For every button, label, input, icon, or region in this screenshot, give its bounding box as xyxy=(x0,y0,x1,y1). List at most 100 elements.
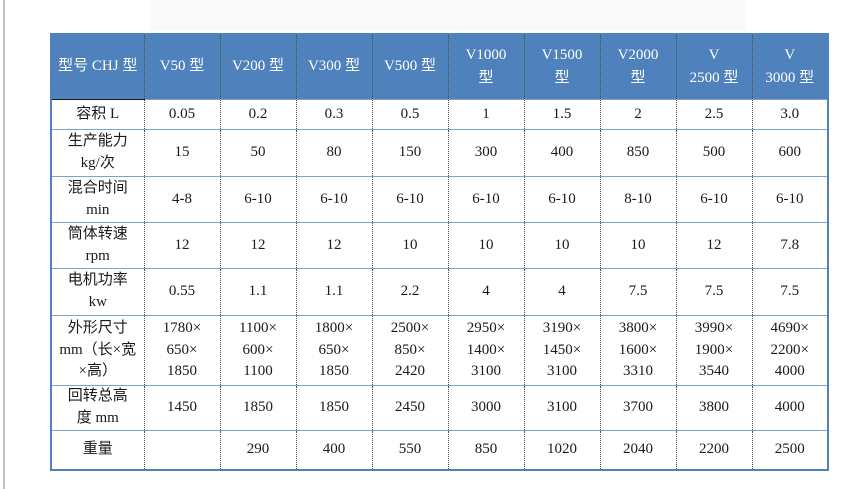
spec-cell: 2.2 xyxy=(371,268,448,316)
page-edge-line xyxy=(3,0,5,489)
row-label: 回转总高 度 mm xyxy=(51,385,144,431)
spec-cell: 6-10 xyxy=(523,176,600,223)
table-row: 外形尺寸 mm（长×宽 ×高） 1780× 650× 1850 1100× 600×… xyxy=(51,315,828,386)
spec-cell: 3700 xyxy=(599,385,676,431)
spec-cell: 7.8 xyxy=(751,222,828,269)
spec-cell: 4 xyxy=(523,268,600,316)
spec-cell: 2200 xyxy=(675,430,752,470)
table-row: 容积 L 0.05 0.2 0.3 0.5 1 1.5 2 2.5 3.0 xyxy=(51,99,828,130)
row-label: 筒体转速 rpm xyxy=(51,222,144,269)
spec-cell: 0.05 xyxy=(143,99,220,130)
spec-cell: 6-10 xyxy=(219,176,296,223)
spec-cell: 850 xyxy=(447,430,524,470)
column-header: V 2500 型 xyxy=(675,34,752,100)
spec-cell: 2450 xyxy=(371,385,448,431)
spec-cell: 400 xyxy=(295,430,372,470)
spec-cell: 7.5 xyxy=(599,268,676,316)
spec-cell: 1.1 xyxy=(295,268,372,316)
spec-cell: 150 xyxy=(371,129,448,177)
spec-cell: 12 xyxy=(295,222,372,269)
spec-cell: 4 xyxy=(447,268,524,316)
spec-cell: 6-10 xyxy=(447,176,524,223)
spec-cell: 1780× 650× 1850 xyxy=(143,315,220,386)
table-row: 电机功率 kw 0.55 1.1 1.1 2.2 4 4 7.5 7.5 7.5 xyxy=(51,268,828,316)
spec-cell: 1020 xyxy=(523,430,600,470)
table-row: 重量 290 400 550 850 1020 2040 2200 2500 xyxy=(51,430,828,470)
table-row: 回转总高 度 mm 1450 1850 1850 2450 3000 3100 3700 380… xyxy=(51,385,828,431)
row-label: 混合时间 min xyxy=(51,176,144,223)
spec-cell: 0.2 xyxy=(219,99,296,130)
spec-cell: 12 xyxy=(219,222,296,269)
spec-cell: 3.0 xyxy=(751,99,828,130)
spec-cell: 10 xyxy=(523,222,600,269)
spec-cell: 1.5 xyxy=(523,99,600,130)
spec-cell: 10 xyxy=(447,222,524,269)
spec-cell: 7.5 xyxy=(675,268,752,316)
spec-cell: 1850 xyxy=(295,385,372,431)
spec-cell: 290 xyxy=(219,430,296,470)
header-row: 型号 CHJ 型 V50 型 V200 型 V300 型 V500 型 V1000 型 V1… xyxy=(51,34,828,100)
spec-cell: 3100 xyxy=(523,385,600,431)
spec-cell: 50 xyxy=(219,129,296,177)
spec-cell: 3190× 1450× 3100 xyxy=(523,315,600,386)
spec-cell xyxy=(143,430,220,470)
spec-cell: 1100× 600× 1100 xyxy=(219,315,296,386)
row-label: 容积 L xyxy=(51,99,144,130)
spec-cell: 10 xyxy=(371,222,448,269)
spec-cell: 6-10 xyxy=(751,176,828,223)
spec-cell: 1450 xyxy=(143,385,220,431)
spec-cell: 6-10 xyxy=(675,176,752,223)
spec-cell: 12 xyxy=(143,222,220,269)
spec-cell: 2040 xyxy=(599,430,676,470)
spec-cell: 1850 xyxy=(219,385,296,431)
top-background-strip xyxy=(150,0,746,31)
table-row: 混合时间 min 4-8 6-10 6-10 6-10 6-10 6-10 8-10 6-10 6… xyxy=(51,176,828,223)
column-header: V200 型 xyxy=(219,34,296,100)
table-row: 生产能力 kg/次 15 50 80 150 300 400 850 500 600 xyxy=(51,129,828,177)
spec-cell: 4-8 xyxy=(143,176,220,223)
spec-cell: 3800 xyxy=(675,385,752,431)
spec-cell: 10 xyxy=(599,222,676,269)
column-header: V50 型 xyxy=(143,34,220,100)
spec-cell: 500 xyxy=(675,129,752,177)
table-row: 筒体转速 rpm 12 12 12 10 10 10 10 12 7.8 xyxy=(51,222,828,269)
spec-cell: 1 xyxy=(447,99,524,130)
column-header: V300 型 xyxy=(295,34,372,100)
spec-cell: 1800× 650× 1850 xyxy=(295,315,372,386)
spec-cell: 550 xyxy=(371,430,448,470)
spec-cell: 1.1 xyxy=(219,268,296,316)
spec-cell: 4690× 2200× 4000 xyxy=(751,315,828,386)
column-header: V500 型 xyxy=(371,34,448,100)
spec-table: 型号 CHJ 型 V50 型 V200 型 V300 型 V500 型 V1000 型 V1… xyxy=(50,33,829,471)
spec-cell: 2950× 1400× 3100 xyxy=(447,315,524,386)
spec-cell: 0.3 xyxy=(295,99,372,130)
spec-cell: 400 xyxy=(523,129,600,177)
spec-cell: 15 xyxy=(143,129,220,177)
spec-cell: 7.5 xyxy=(751,268,828,316)
row-label: 生产能力 kg/次 xyxy=(51,129,144,177)
spec-cell: 6-10 xyxy=(295,176,372,223)
spec-cell: 0.55 xyxy=(143,268,220,316)
spec-cell: 2 xyxy=(599,99,676,130)
spec-cell: 12 xyxy=(675,222,752,269)
spec-cell: 8-10 xyxy=(599,176,676,223)
spec-cell: 4000 xyxy=(751,385,828,431)
spec-cell: 600 xyxy=(751,129,828,177)
row-label: 外形尺寸 mm（长×宽 ×高） xyxy=(51,315,144,386)
row-label: 重量 xyxy=(51,430,144,470)
column-header: V1500 型 xyxy=(523,34,600,100)
spec-cell: 3000 xyxy=(447,385,524,431)
column-header: V2000 型 xyxy=(599,34,676,100)
column-header: V1000 型 xyxy=(447,34,524,100)
spec-cell: 850 xyxy=(599,129,676,177)
spec-cell: 2500× 850× 2420 xyxy=(371,315,448,386)
column-header: V 3000 型 xyxy=(751,34,828,100)
spec-cell: 0.5 xyxy=(371,99,448,130)
spec-cell: 300 xyxy=(447,129,524,177)
spec-cell: 2.5 xyxy=(675,99,752,130)
row-label: 电机功率 kw xyxy=(51,268,144,316)
corner-header: 型号 CHJ 型 xyxy=(51,34,144,100)
spec-cell: 80 xyxy=(295,129,372,177)
spec-cell: 2500 xyxy=(751,430,828,470)
spec-cell: 3990× 1900× 3540 xyxy=(675,315,752,386)
